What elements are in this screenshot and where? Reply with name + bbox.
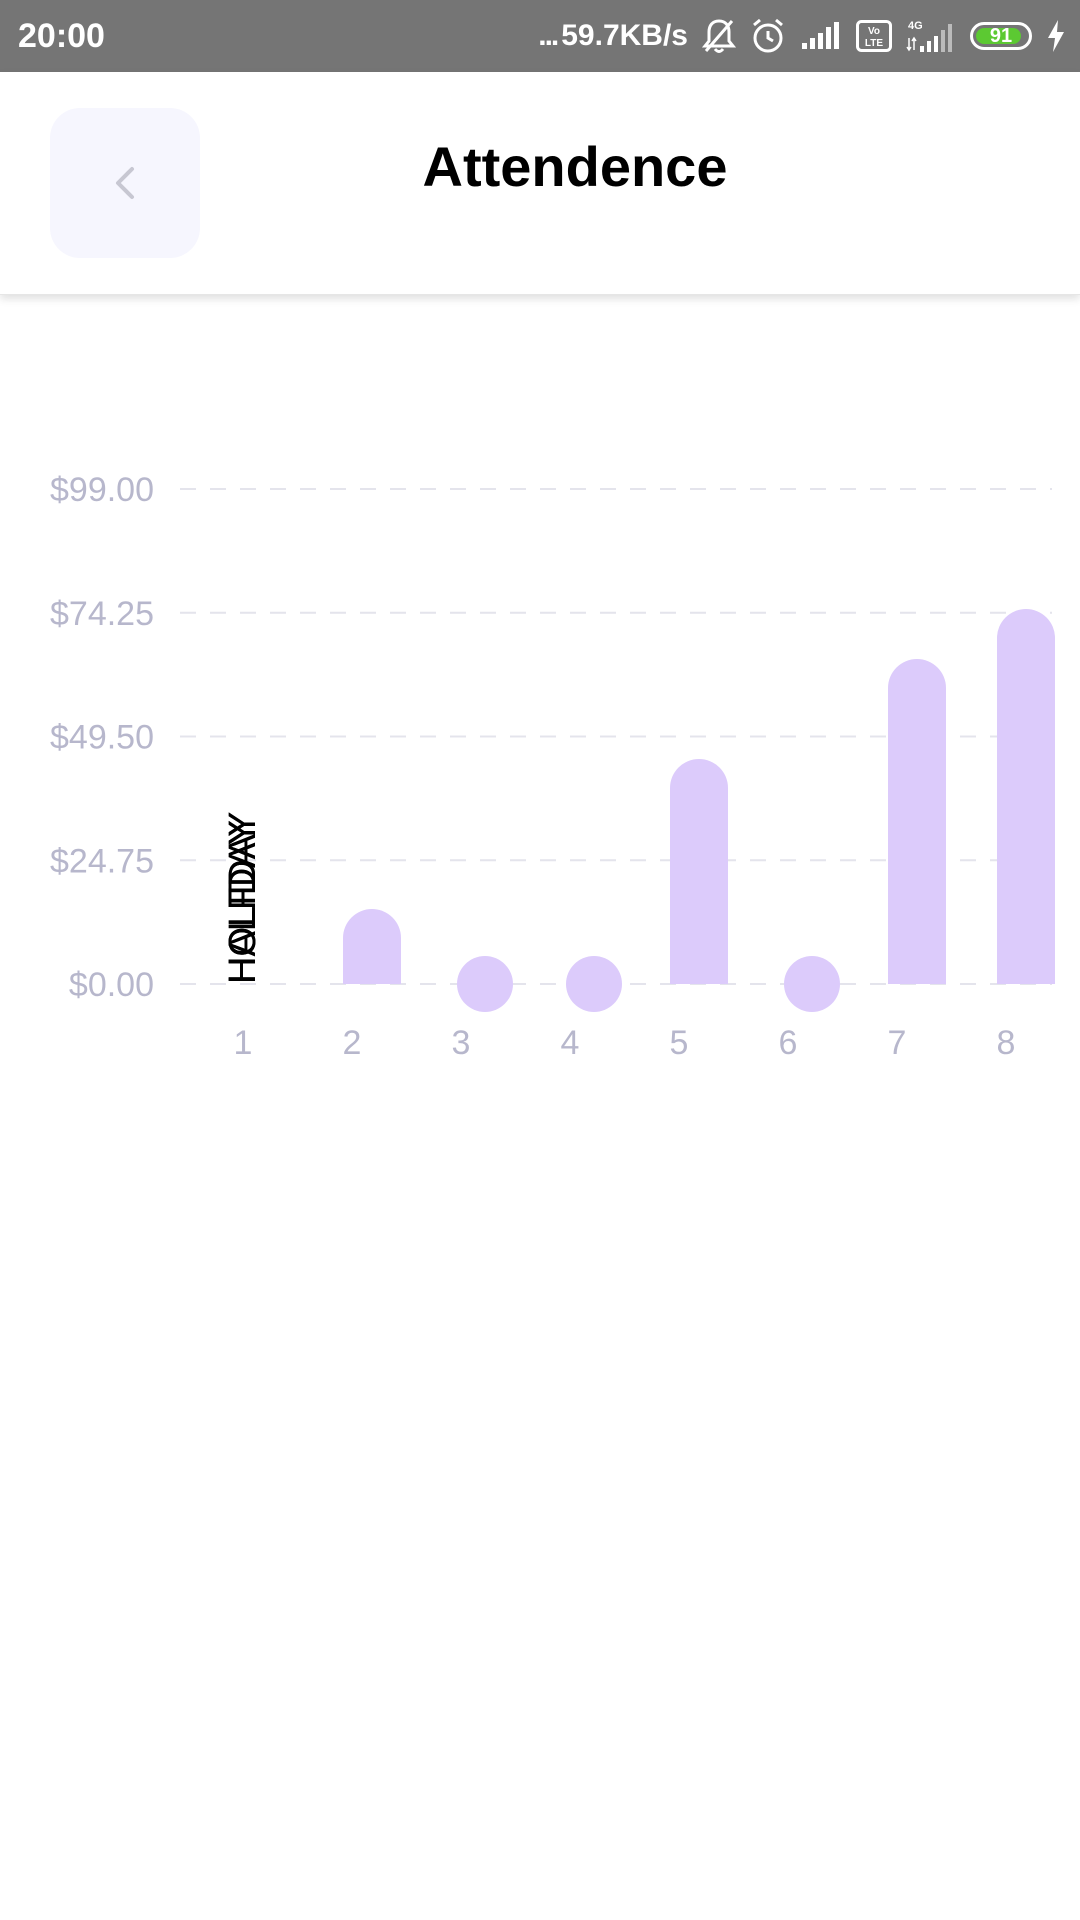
alarm-icon <box>750 17 786 55</box>
tick-label-bg <box>0 836 176 885</box>
bar <box>670 759 728 984</box>
x-tick-label: 3 <box>452 1024 471 1062</box>
signal-icon <box>800 21 842 51</box>
mute-bell-icon <box>702 17 736 55</box>
x-tick-label: 4 <box>561 1024 580 1062</box>
annotation-label: HOLIDAY <box>222 820 264 984</box>
battery-icon: 91 <box>970 22 1032 50</box>
tick-label-bg <box>0 712 176 761</box>
network-type-label: 4G <box>908 20 923 32</box>
bar-point <box>784 956 840 1012</box>
bar <box>343 909 401 984</box>
x-tick-label: 5 <box>670 1024 689 1062</box>
volte-label-lte: LTE <box>865 38 883 49</box>
annotation-label: HALFDAY <box>222 812 264 984</box>
annotation-label: HOLIDAY <box>222 820 264 984</box>
chevron-left-icon <box>116 167 134 199</box>
battery-fill <box>976 28 1021 44</box>
bar-point <box>457 956 513 1012</box>
bar <box>997 609 1055 984</box>
status-time: 20:00 <box>18 17 105 55</box>
x-tick-label: 7 <box>888 1024 907 1062</box>
attendance-chart: $0.00 $24.75 $49.50 $74.25 $99.00 1 2 3 4 5 6 7 8 HOL… <box>0 294 1080 1194</box>
network-speed: ... 59.7KB/s <box>538 16 688 56</box>
y-tick-label: $49.50 <box>50 719 154 757</box>
y-tick-label: $99.00 <box>50 471 154 509</box>
x-tick-label: 6 <box>779 1024 798 1062</box>
charging-icon <box>1046 19 1066 53</box>
battery-level: 91 <box>989 24 1013 47</box>
network-speed-dots: ... <box>538 19 559 52</box>
volte-icon: Vo LTE <box>856 20 892 52</box>
x-tick-label: 2 <box>343 1024 362 1062</box>
tick-label-bg <box>0 465 176 513</box>
tick-label-bg <box>0 960 176 1008</box>
y-tick-label: $0.00 <box>69 966 154 1004</box>
app-header: Attendence <box>0 72 1080 295</box>
annotation-label: HALFDAY <box>222 812 264 984</box>
signal-4g-icon: 4G <box>906 18 956 54</box>
status-bar: 20:00 ... 59.7KB/s <box>0 0 1080 72</box>
attendance-bar-chart: $0.00 $24.75 $49.50 $74.25 $99.00 1 2 3 4 5 6 7 8 HOL… <box>0 465 1055 1062</box>
status-icons: ... 59.7KB/s <box>538 14 1066 58</box>
network-speed-value: 59.7KB/s <box>561 19 688 52</box>
y-tick-label: $74.25 <box>50 595 154 633</box>
page-title: Attendence <box>422 135 728 198</box>
bar-point <box>566 956 622 1012</box>
volte-label: Vo <box>868 26 880 37</box>
bar <box>888 659 946 984</box>
back-button[interactable] <box>50 108 200 258</box>
x-tick-label: 8 <box>997 1024 1016 1062</box>
x-tick-label: 1 <box>234 1024 253 1062</box>
y-tick-label: $24.75 <box>50 842 154 880</box>
tick-label-bg <box>0 588 176 637</box>
